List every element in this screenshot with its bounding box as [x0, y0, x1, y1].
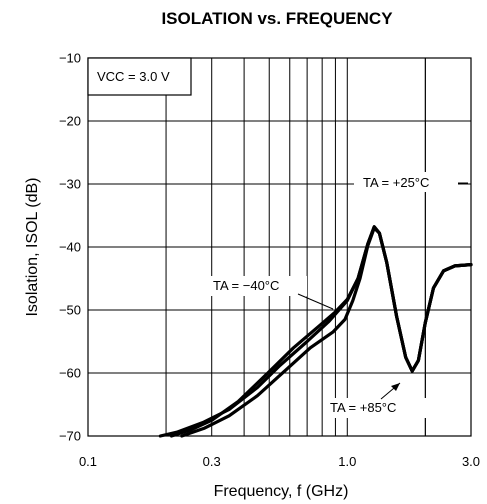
- series-line-2: [180, 226, 473, 438]
- y-tick-label: −70: [59, 429, 81, 444]
- x-tick-label: 0.3: [203, 454, 221, 469]
- annotation-m40c: TA = −40°C: [206, 276, 334, 310]
- x-tick-label: 1.0: [338, 454, 356, 469]
- annotation-85c: TA = +85°C: [323, 382, 426, 418]
- y-tick-label: −20: [59, 114, 81, 129]
- y-tick-label: −40: [59, 240, 81, 255]
- condition-box: VCC = 3.0 V: [87, 57, 192, 96]
- annotation-m40c-bg: [206, 276, 307, 296]
- annotation-m40c-label: TA = −40°C: [213, 278, 279, 293]
- x-axis-label: Frequency, f (GHz): [214, 483, 349, 500]
- chart-title: ISOLATION vs. FREQUENCY: [161, 9, 393, 28]
- x-tick-label: 3.0: [462, 454, 480, 469]
- series-line-1: [169, 225, 473, 438]
- annotation-85c-arrowhead: [391, 383, 400, 391]
- y-tick-label: −30: [59, 177, 81, 192]
- y-tick-label: −50: [59, 303, 81, 318]
- y-axis-label: Isolation, ISOL (dB): [24, 177, 41, 316]
- annotation-25c: TA = +25°C: [354, 172, 468, 192]
- annotation-25c-bg: [354, 172, 458, 192]
- plot-frame: [87, 57, 472, 437]
- annotation-25c-label: TA = +25°C: [363, 175, 429, 190]
- grid: [88, 57, 471, 437]
- annotation-m40c-leader: [297, 293, 334, 310]
- x-tick-label: 0.1: [79, 454, 97, 469]
- y-tick-labels: −10 −20 −30 −40 −50 −60 −70: [59, 51, 81, 444]
- y-tick-label: −60: [59, 366, 81, 381]
- y-tick-label: −10: [59, 51, 81, 66]
- annotation-85c-bg: [323, 398, 426, 418]
- condition-box-frame: [87, 57, 192, 96]
- series-group: [158, 225, 473, 438]
- annotation-85c-label: TA = +85°C: [330, 400, 396, 415]
- x-tick-labels: 0.1 0.3 1.0 3.0: [79, 454, 480, 469]
- condition-box-label: VCC = 3.0 V: [97, 69, 170, 84]
